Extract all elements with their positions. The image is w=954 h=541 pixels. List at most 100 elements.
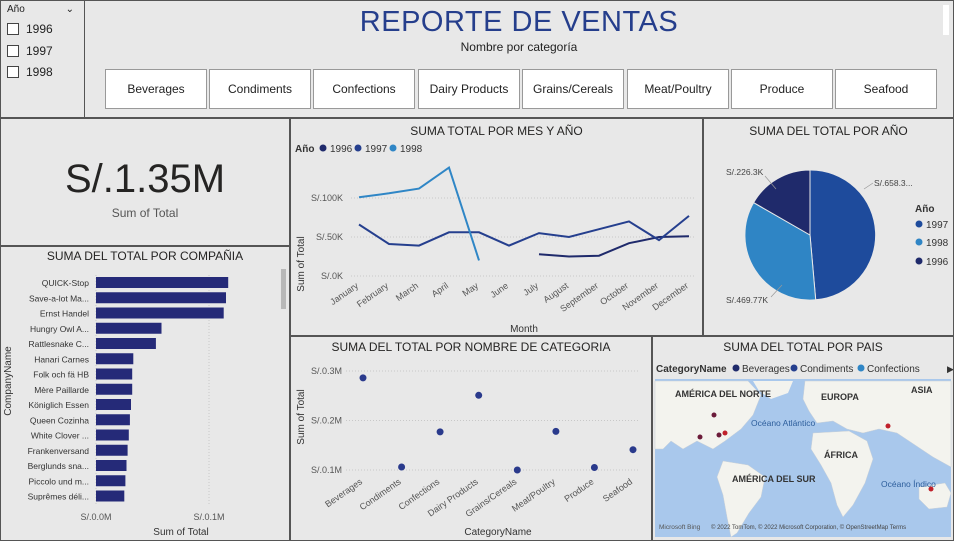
slicer-option-1998[interactable]: 1998 — [7, 64, 53, 80]
scrollbar[interactable] — [943, 5, 949, 35]
category-scatter-chart: SUMA DEL TOTAL POR NOMBRE DE CATEGORIA S… — [290, 336, 652, 541]
legend-title: Año — [295, 144, 314, 155]
y-axis-title: Sum of Total — [296, 236, 307, 291]
slicer-option-1997[interactable]: 1997 — [7, 43, 53, 59]
year-slicer: Año ⌄ 1996 1997 1998 — [0, 0, 85, 118]
y-tick-label: S/.50K — [316, 232, 343, 242]
report-title: REPORTE DE VENTAS — [359, 6, 679, 38]
bar — [96, 292, 226, 304]
legend-marker-1996 — [319, 144, 327, 152]
land-australia — [918, 482, 952, 510]
series-line-1998 — [358, 166, 480, 261]
bar — [96, 368, 133, 380]
pie-slice-1997 — [809, 169, 877, 301]
map-credits: © 2022 TomTom, © 2022 Microsoft Corporat… — [711, 524, 906, 531]
legend-title: CategoryName — [656, 364, 727, 375]
report-subtitle: Nombre por categoría — [460, 40, 578, 54]
scatter-point — [359, 374, 367, 382]
chart-title: SUMA TOTAL POR MES Y AÑO — [410, 124, 583, 138]
checkbox[interactable] — [7, 66, 19, 78]
y-tick-label: Hungry Owl A... — [30, 324, 89, 334]
y-tick-label: White Clover ... — [31, 431, 89, 441]
x-axis-title: CategoryName — [464, 527, 532, 538]
y-tick-label: Save-a-lot Ma... — [29, 293, 89, 303]
country-map: SUMA DEL TOTAL POR PAIS CategoryName Bev… — [652, 336, 954, 541]
map-point — [711, 412, 717, 418]
category-button-condiments[interactable]: Condiments — [209, 69, 311, 109]
y-tick-label: S/.0.3M — [311, 366, 342, 376]
scatter-point — [629, 446, 637, 454]
map-point — [716, 432, 722, 438]
leader-line — [770, 284, 783, 298]
legend-marker-1997 — [354, 144, 362, 152]
legend-label-1996: 1996 — [330, 144, 353, 155]
map-brand: Microsoft Bing — [659, 524, 701, 531]
pie-label-1997: S/.658.3... — [874, 178, 913, 188]
category-button-produce[interactable]: Produce — [731, 69, 833, 109]
legend-marker-confections — [857, 364, 865, 372]
category-button-meat-poultry[interactable]: Meat/Poultry — [627, 69, 729, 109]
chevron-down-icon[interactable]: ⌄ — [65, 4, 74, 15]
scatter-point — [398, 463, 406, 471]
land-south-america — [716, 460, 766, 538]
legend-marker-condiments — [790, 364, 798, 372]
chart-title: SUMA DEL TOTAL POR NOMBRE DE CATEGORIA — [331, 340, 611, 354]
pie-slice-1998 — [744, 201, 817, 301]
bar — [96, 383, 133, 395]
map-point — [885, 423, 891, 429]
map-point — [928, 486, 934, 492]
bar — [96, 460, 127, 471]
leader-line — [764, 175, 777, 190]
legend-marker-1997 — [915, 220, 923, 228]
bar — [96, 490, 125, 502]
legend-label-1998: 1998 — [926, 238, 949, 249]
y-tick-label: S/.0.1M — [311, 465, 342, 475]
land-north-america — [654, 380, 762, 450]
x-tick-label: July — [521, 280, 540, 298]
y-axis-title: CompanyName — [3, 346, 14, 416]
x-tick-label: May — [460, 280, 480, 298]
x-tick-label: June — [488, 280, 510, 299]
slicer-option-1996[interactable]: 1996 — [7, 21, 53, 37]
legend-next-icon[interactable]: ▶ — [947, 364, 953, 374]
checkbox[interactable] — [7, 45, 19, 57]
scatter-point — [475, 391, 483, 399]
bar — [96, 444, 128, 456]
x-tick-label: March — [394, 280, 420, 303]
chart-title: SUMA DEL TOTAL POR COMPAÑIA — [46, 249, 244, 263]
x-tick-label: S/.0.1M — [193, 512, 224, 522]
series-line-1996 — [538, 235, 690, 258]
category-button-confections[interactable]: Confections — [313, 69, 415, 109]
y-tick-label: Piccolo und m... — [29, 476, 89, 486]
map-label-asia: ASIA — [911, 385, 933, 395]
category-button-beverages[interactable]: Beverages — [105, 69, 207, 109]
scrollbar — [281, 269, 286, 309]
month-year-line-chart: SUMA TOTAL POR MES Y AÑO Año 1996 1997 1… — [290, 118, 703, 336]
kpi-label: Sum of Total — [111, 206, 179, 220]
legend-label-confections: Confections — [867, 364, 920, 375]
checkbox[interactable] — [7, 23, 19, 35]
bar — [96, 399, 131, 410]
y-tick-label: Mère Paillarde — [34, 385, 89, 395]
y-axis-title: Sum of Total — [296, 389, 307, 444]
map-label-africa: ÁFRICA — [824, 450, 858, 460]
x-tick-label: April — [430, 280, 450, 299]
legend-label-condiments: Condiments — [800, 364, 853, 375]
legend-marker-1996 — [915, 257, 923, 265]
category-button-grains-cereals[interactable]: Grains/Cereals — [522, 69, 624, 109]
y-tick-label: Suprêmes déli... — [28, 492, 89, 502]
land-greenland — [753, 381, 793, 399]
category-button-dairy-products[interactable]: Dairy Products — [418, 69, 520, 109]
scatter-point — [436, 428, 444, 436]
x-axis-title: Month — [510, 324, 538, 335]
y-tick-label: Königlich Essen — [29, 400, 90, 410]
map-label-europe: EUROPA — [821, 392, 859, 402]
bar — [96, 322, 162, 334]
slicer-title: Año — [7, 4, 25, 15]
y-tick-label: Hanari Carnes — [34, 354, 89, 364]
legend-title: Año — [915, 204, 934, 215]
category-button-seafood[interactable]: Seafood — [835, 69, 937, 109]
y-tick-label: Frankenversand — [28, 446, 90, 456]
legend-label-1997: 1997 — [926, 220, 949, 231]
scatter-point — [513, 466, 521, 474]
